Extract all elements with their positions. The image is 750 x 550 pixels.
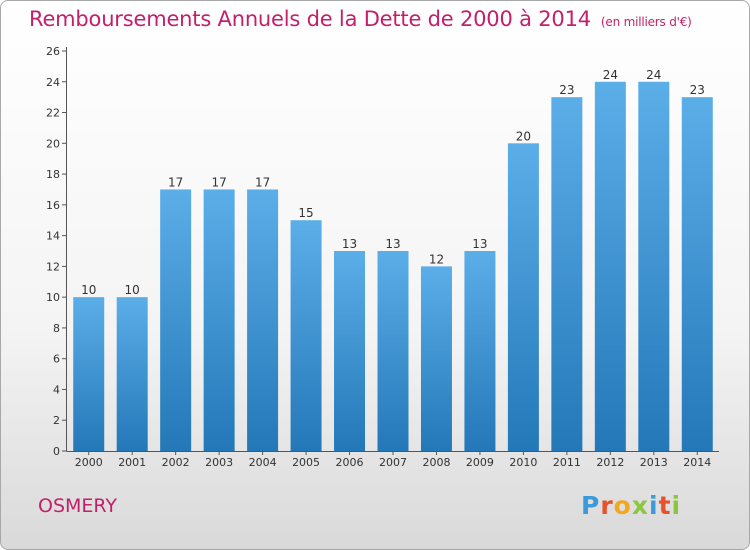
bar [203, 189, 235, 451]
x-tick-label: 2007 [379, 456, 407, 469]
data-label: 17 [168, 175, 183, 189]
chart-title: Remboursements Annuels de la Dette de 20… [29, 7, 591, 31]
y-tick-label: 18 [46, 168, 60, 181]
bar [594, 81, 626, 452]
y-tick-label: 22 [46, 107, 60, 120]
data-label: 17 [255, 175, 270, 189]
bar [507, 143, 539, 452]
x-tick-label: 2009 [466, 456, 494, 469]
x-tick-label: 2013 [640, 456, 668, 469]
bar [290, 220, 322, 451]
logo-letter: P [581, 491, 601, 520]
y-tick-label: 6 [53, 353, 60, 366]
data-label: 23 [690, 83, 705, 97]
logo-letter: r [600, 491, 614, 520]
bar [464, 251, 496, 451]
y-tick-label: 24 [46, 76, 60, 89]
y-tick-label: 0 [53, 445, 60, 458]
x-tick-label: 2006 [336, 456, 364, 469]
y-tick-label: 2 [53, 414, 60, 427]
y-tick-label: 4 [53, 383, 60, 396]
x-tick-label: 2011 [553, 456, 581, 469]
data-label: 13 [342, 237, 357, 251]
data-label: 23 [559, 83, 574, 97]
x-tick-label: 2000 [75, 456, 103, 469]
bar [73, 297, 105, 451]
chart-subtitle: (en milliers d'€) [600, 15, 692, 29]
x-tick-label: 2010 [509, 456, 537, 469]
x-tick-label: 2014 [683, 456, 711, 469]
data-label: 24 [603, 68, 618, 82]
data-label: 24 [646, 68, 661, 82]
bar [420, 266, 452, 451]
logo-letter: i [671, 491, 682, 520]
data-label: 20 [516, 129, 531, 143]
bar [638, 81, 670, 452]
bar [116, 297, 148, 451]
bar [377, 251, 409, 451]
x-tick-label: 2004 [249, 456, 277, 469]
y-tick-label: 12 [46, 260, 60, 273]
data-label: 13 [472, 237, 487, 251]
bar [160, 189, 192, 451]
y-tick-label: 8 [53, 322, 60, 335]
bar [681, 97, 713, 452]
data-label: 10 [125, 283, 140, 297]
x-tick-label: 2003 [205, 456, 233, 469]
x-tick-label: 2008 [422, 456, 450, 469]
y-tick-label: 20 [46, 137, 60, 150]
y-tick-label: 26 [46, 45, 60, 58]
x-tick-label: 2005 [292, 456, 320, 469]
y-tick-label: 10 [46, 291, 60, 304]
commune-name: OSMERY [38, 495, 118, 517]
proxiti-logo[interactable]: Proxiti [581, 491, 681, 520]
logo-letter: x [631, 491, 649, 520]
x-tick-label: 2012 [596, 456, 624, 469]
x-tick-label: 2001 [118, 456, 146, 469]
data-label: 13 [385, 237, 400, 251]
logo-letter: o [613, 491, 632, 520]
logo-letter: i [649, 491, 659, 520]
bar [247, 189, 279, 451]
data-label: 10 [81, 283, 96, 297]
bar [551, 97, 583, 452]
y-tick-label: 16 [46, 199, 60, 212]
x-tick-label: 2002 [162, 456, 190, 469]
chart-title-line: Remboursements Annuels de la Dette de 20… [29, 7, 692, 31]
logo-letter: t [658, 491, 672, 520]
bar [334, 251, 366, 451]
data-label: 15 [298, 206, 313, 220]
data-label: 12 [429, 252, 444, 266]
data-label: 17 [211, 175, 226, 189]
y-tick-label: 14 [46, 230, 60, 243]
